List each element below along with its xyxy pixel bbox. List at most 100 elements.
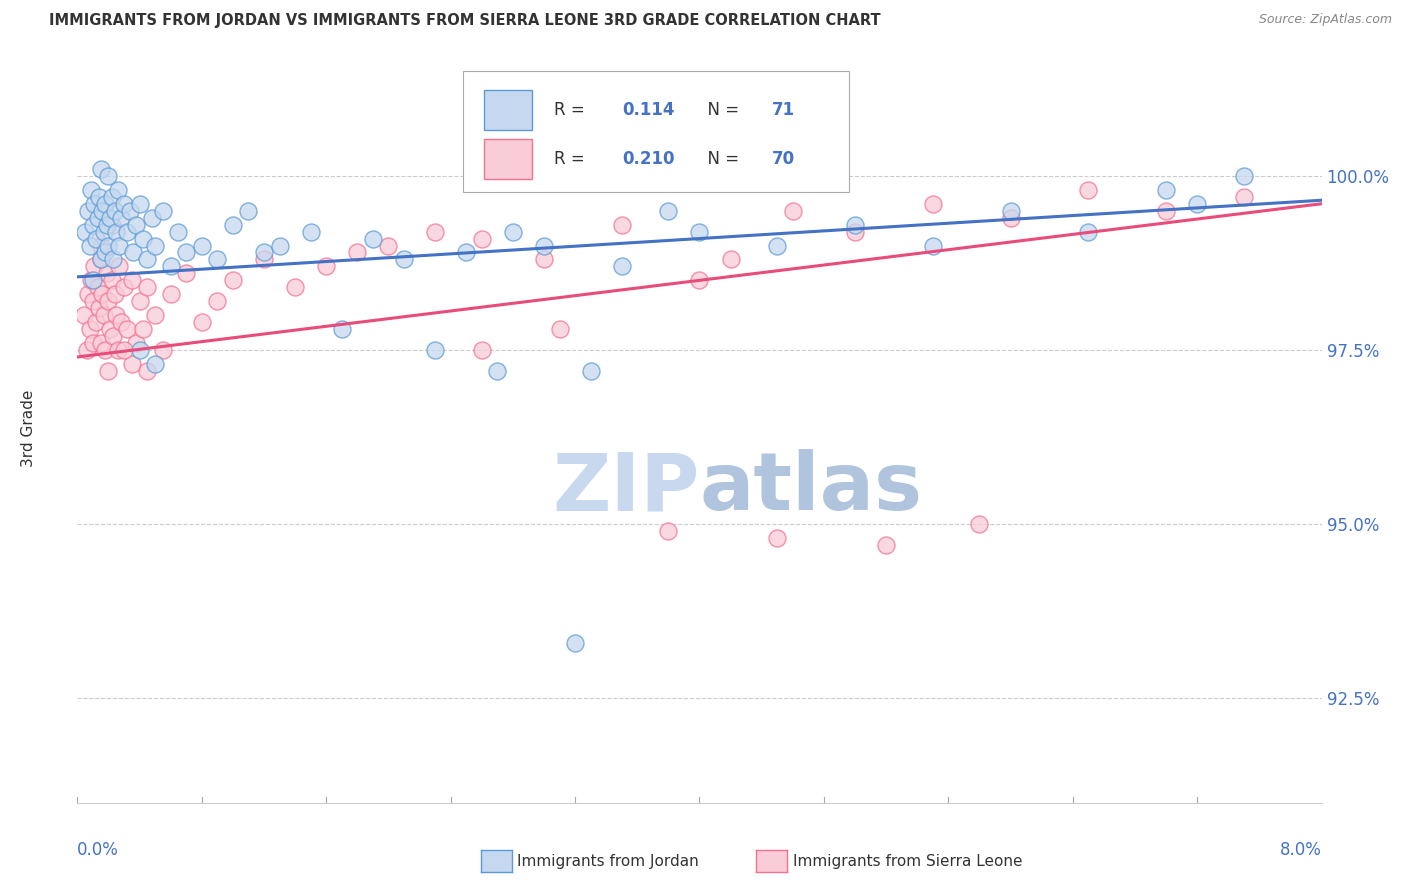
Point: [564, 635, 586, 649]
Point: [238, 203, 260, 218]
Point: [423, 225, 446, 239]
Point: [207, 252, 229, 267]
Point: [128, 294, 150, 309]
Point: [131, 322, 153, 336]
Point: [110, 211, 132, 225]
Text: atlas: atlas: [700, 450, 922, 527]
Point: [98, 211, 121, 225]
Point: [222, 218, 245, 232]
Point: [548, 322, 571, 336]
Point: [82, 336, 104, 351]
Point: [423, 343, 446, 357]
Point: [122, 245, 145, 260]
Point: [136, 364, 159, 378]
Text: 70: 70: [772, 150, 794, 168]
Point: [100, 218, 122, 232]
Point: [100, 190, 122, 204]
Point: [766, 238, 789, 252]
Point: [377, 238, 399, 252]
Point: [1000, 211, 1022, 225]
FancyBboxPatch shape: [463, 71, 849, 192]
Point: [610, 218, 633, 232]
Point: [105, 225, 128, 239]
Point: [1154, 203, 1177, 218]
Point: [90, 336, 112, 351]
Text: 0.210: 0.210: [623, 150, 675, 168]
Point: [108, 238, 131, 252]
Point: [107, 183, 129, 197]
Point: [1000, 203, 1022, 218]
Point: [87, 301, 110, 316]
Point: [104, 203, 127, 218]
Point: [269, 238, 291, 252]
Point: [1187, 196, 1209, 211]
Point: [502, 225, 524, 239]
Point: [844, 218, 866, 232]
Point: [72, 308, 94, 322]
Point: [91, 203, 114, 218]
Point: [94, 196, 117, 211]
Text: N =: N =: [697, 150, 744, 168]
Point: [471, 231, 494, 245]
Point: [87, 190, 110, 204]
Point: [921, 196, 943, 211]
Point: [112, 280, 135, 294]
Point: [90, 252, 112, 267]
Point: [90, 238, 112, 252]
Bar: [484, 139, 531, 179]
Text: Immigrants from Sierra Leone: Immigrants from Sierra Leone: [793, 855, 1022, 869]
Point: [105, 308, 128, 322]
Point: [108, 260, 131, 274]
Point: [152, 203, 174, 218]
Point: [75, 225, 97, 239]
Point: [120, 203, 142, 218]
Text: 3rd Grade: 3rd Grade: [21, 390, 35, 467]
Point: [315, 260, 337, 274]
Point: [253, 245, 276, 260]
Point: [84, 315, 107, 329]
Text: ZIP: ZIP: [553, 450, 700, 527]
Point: [104, 287, 127, 301]
Text: 8.0%: 8.0%: [1279, 841, 1322, 859]
Point: [143, 308, 166, 322]
Point: [191, 238, 214, 252]
Point: [83, 196, 105, 211]
Point: [82, 294, 104, 309]
Point: [94, 343, 117, 357]
Point: [76, 343, 98, 357]
Point: [284, 280, 307, 294]
Text: 71: 71: [772, 101, 794, 120]
Point: [689, 273, 711, 287]
Point: [136, 252, 159, 267]
Point: [174, 245, 197, 260]
Point: [121, 357, 143, 371]
Point: [1077, 183, 1099, 197]
Point: [657, 203, 679, 218]
Point: [1154, 183, 1177, 197]
Point: [1077, 225, 1099, 239]
Point: [152, 343, 174, 357]
Point: [361, 231, 384, 245]
Point: [330, 322, 353, 336]
Point: [121, 273, 143, 287]
Point: [112, 343, 135, 357]
Point: [107, 343, 129, 357]
Text: 0.0%: 0.0%: [77, 841, 120, 859]
Text: IMMIGRANTS FROM JORDAN VS IMMIGRANTS FROM SIERRA LEONE 3RD GRADE CORRELATION CHA: IMMIGRANTS FROM JORDAN VS IMMIGRANTS FRO…: [49, 13, 880, 29]
Point: [533, 252, 555, 267]
Point: [689, 225, 711, 239]
Point: [1233, 190, 1256, 204]
Point: [77, 203, 100, 218]
Point: [207, 294, 229, 309]
Point: [125, 218, 148, 232]
Point: [1233, 169, 1256, 183]
Point: [610, 260, 633, 274]
Point: [83, 260, 105, 274]
Point: [191, 315, 214, 329]
Point: [80, 183, 103, 197]
Point: [101, 329, 124, 343]
Text: R =: R =: [554, 101, 591, 120]
Point: [84, 231, 107, 245]
Point: [657, 524, 679, 538]
Point: [86, 211, 108, 225]
